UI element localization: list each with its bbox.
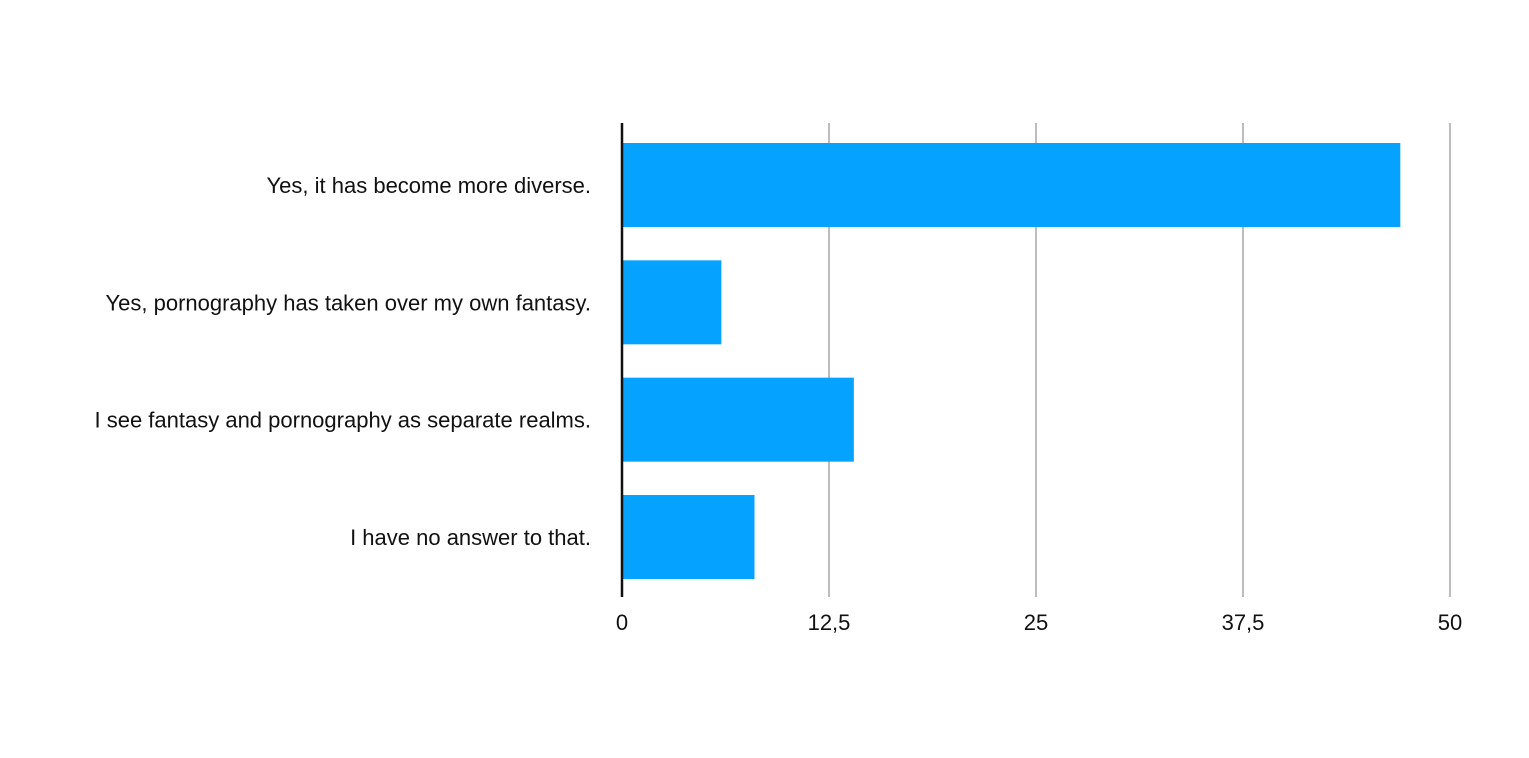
- category-label: Yes, pornography has taken over my own f…: [105, 290, 591, 315]
- x-tick-label: 50: [1438, 610, 1462, 635]
- bar-3: [622, 494, 755, 579]
- category-label: I see fantasy and pornography as separat…: [94, 408, 591, 433]
- bar-layer: [622, 143, 1401, 579]
- bar-2: [622, 377, 854, 462]
- category-labels: Yes, it has become more diverse. Yes, por…: [94, 173, 591, 550]
- x-tick-label: 37,5: [1222, 610, 1265, 635]
- x-tick-label: 12,5: [808, 610, 851, 635]
- bar-1: [622, 260, 722, 345]
- bar-0: [622, 143, 1401, 227]
- x-tick-label: 25: [1024, 610, 1048, 635]
- x-tick-label: 0: [616, 610, 628, 635]
- category-label: I have no answer to that.: [350, 525, 591, 550]
- category-label: Yes, it has become more diverse.: [267, 173, 591, 198]
- x-tick-labels: 0 12,5 25 37,5 50: [616, 610, 1462, 635]
